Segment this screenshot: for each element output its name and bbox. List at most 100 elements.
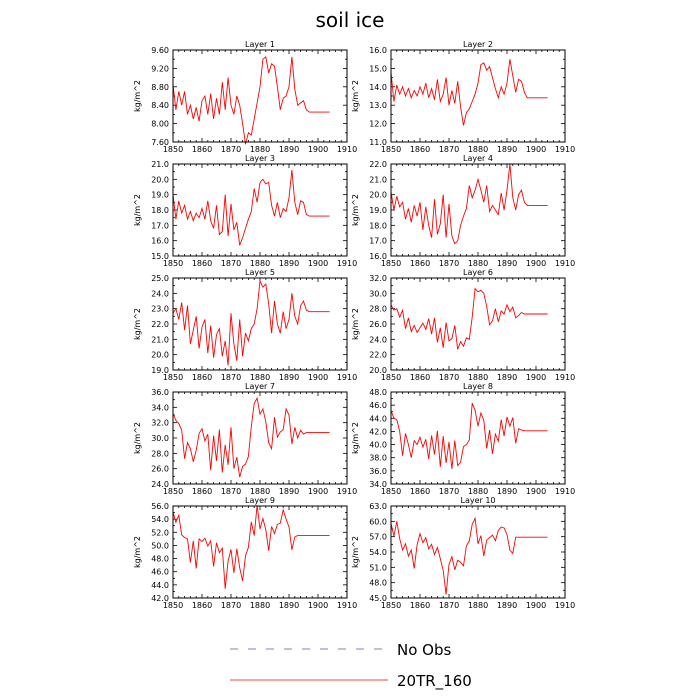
layer-1-ylabel: kg/m^2 xyxy=(133,80,142,112)
layer-8-ytick-label: 44.0 xyxy=(369,414,387,423)
layer-9-frame xyxy=(172,505,348,599)
layer-10-xtick-label: 1850 xyxy=(381,601,401,610)
layer-6-panel: Layer 6 kg/m^2 1850 1860 1870 1880 1890 1900 191… xyxy=(351,268,575,382)
layer-2-ytick-label: 14.0 xyxy=(369,83,387,92)
layer-8-xtick-label: 1850 xyxy=(381,487,401,496)
layer-10-ytick-label: 54.0 xyxy=(369,548,387,557)
layer-10-ytick-label: 63.0 xyxy=(369,502,387,511)
layer-1-series-line xyxy=(172,56,330,145)
layer-1-title: Layer 1 xyxy=(245,40,275,49)
layer-8-ytick-label: 38.0 xyxy=(369,454,387,463)
layer-5-xtick-label: 1880 xyxy=(250,373,270,382)
layer-5-ytick-label: 25.0 xyxy=(151,274,169,283)
layer-7-panel: Layer 7 kg/m^2 1850 1860 1870 1880 1890 1900 191… xyxy=(133,382,357,496)
layer-3-ytick-label: 19.0 xyxy=(151,191,169,200)
layer-2-xtick-label: 1860 xyxy=(410,145,430,154)
layer-6-ytick-label: 26.0 xyxy=(369,320,387,329)
layer-2-panel: Layer 2 kg/m^2 1850 1860 1870 1880 1890 1900 191… xyxy=(351,40,575,154)
layer-8-ytick-label: 42.0 xyxy=(369,427,387,436)
layer-5-ytick-label: 24.0 xyxy=(151,289,169,298)
layer-10-xtick-label: 1900 xyxy=(526,601,546,610)
layer-5-ytick-label: 22.0 xyxy=(151,320,169,329)
layer-9-ytick-label: 46.0 xyxy=(151,568,169,577)
layer-6-ytick-label: 20.0 xyxy=(369,366,387,375)
layer-3-xtick-label: 1910 xyxy=(337,259,357,268)
layer-2-xtick-label: 1850 xyxy=(381,145,401,154)
layer-4-xtick-label: 1910 xyxy=(555,259,575,268)
layer-2-xtick-label: 1870 xyxy=(439,145,459,154)
layer-10-title: Layer 10 xyxy=(460,496,495,505)
layer-1-xtick-label: 1880 xyxy=(250,145,270,154)
layer-5-title: Layer 5 xyxy=(245,268,275,277)
layer-10-xtick-label: 1890 xyxy=(497,601,517,610)
layer-2-xtick-label: 1890 xyxy=(497,145,517,154)
layer-4-ytick-label: 18.0 xyxy=(369,221,387,230)
layer-3-ytick-label: 18.0 xyxy=(151,206,169,215)
layer-10-xtick-label: 1870 xyxy=(439,601,459,610)
layer-4-ylabel: kg/m^2 xyxy=(351,194,360,226)
layer-1-ytick-label: 8.00 xyxy=(151,120,169,129)
layer-3-panel: Layer 3 kg/m^2 1850 1860 1870 1880 1890 1900 191… xyxy=(133,154,357,268)
layer-7-ytick-label: 36.0 xyxy=(151,388,169,397)
layer-6-xtick-label: 1910 xyxy=(555,373,575,382)
layer-8-title: Layer 8 xyxy=(463,382,493,391)
layer-9-xtick-label: 1870 xyxy=(221,601,241,610)
layer-8-xtick-label: 1870 xyxy=(439,487,459,496)
layer-5-ytick-label: 19.0 xyxy=(151,366,169,375)
layer-2-ytick-label: 11.0 xyxy=(369,138,387,147)
layer-9-xtick-label: 1860 xyxy=(192,601,212,610)
layer-10-xtick-label: 1910 xyxy=(555,601,575,610)
layer-9-ytick-label: 52.0 xyxy=(151,528,169,537)
layer-1-xtick-label: 1910 xyxy=(337,145,357,154)
layer-4-xtick-label: 1850 xyxy=(381,259,401,268)
layer-2-xtick-label: 1910 xyxy=(555,145,575,154)
layer-6-ytick-label: 24.0 xyxy=(369,335,387,344)
layer-1-frame xyxy=(172,49,348,143)
layer-9-title: Layer 9 xyxy=(245,496,275,505)
layer-3-ytick-label: 16.0 xyxy=(151,237,169,246)
layer-6-ytick-label: 32.0 xyxy=(369,274,387,283)
layer-5-xtick-label: 1860 xyxy=(192,373,212,382)
layer-7-series-line xyxy=(172,396,330,478)
layer-3-ylabel: kg/m^2 xyxy=(133,194,142,226)
layer-6-frame xyxy=(390,277,566,371)
layer-8-panel: Layer 8 kg/m^2 1850 1860 1870 1880 1890 1900 191… xyxy=(351,382,575,496)
layer-5-xtick-label: 1850 xyxy=(163,373,183,382)
layer-7-ytick-label: 32.0 xyxy=(151,419,169,428)
layer-3-xtick-label: 1870 xyxy=(221,259,241,268)
layer-4-panel: Layer 4 kg/m^2 1850 1860 1870 1880 1890 1900 191… xyxy=(351,154,575,268)
layer-9-xtick-label: 1850 xyxy=(163,601,183,610)
layer-6-xtick-label: 1850 xyxy=(381,373,401,382)
layer-9-ylabel: kg/m^2 xyxy=(133,536,142,568)
layer-8-ytick-label: 40.0 xyxy=(369,441,387,450)
layer-5-ytick-label: 21.0 xyxy=(151,335,169,344)
layer-3-ytick-label: 21.0 xyxy=(151,160,169,169)
layer-10-ytick-label: 45.0 xyxy=(369,594,387,603)
layer-9-ytick-label: 44.0 xyxy=(151,581,169,590)
layer-2-title: Layer 2 xyxy=(463,40,493,49)
layer-1-xtick-label: 1890 xyxy=(279,145,299,154)
layer-5-series-line xyxy=(172,279,330,366)
layer-1-xtick-label: 1900 xyxy=(308,145,328,154)
layer-1-ytick-label: 9.20 xyxy=(151,64,169,73)
layer-8-series-line xyxy=(390,403,548,469)
legend-no-obs-label: No Obs xyxy=(397,641,451,659)
layer-3-ytick-label: 17.0 xyxy=(151,221,169,230)
layer-2-xtick-label: 1900 xyxy=(526,145,546,154)
layer-6-ylabel: kg/m^2 xyxy=(351,308,360,340)
layer-6-series-line xyxy=(390,287,548,350)
layer-6-ytick-label: 22.0 xyxy=(369,351,387,360)
layer-10-ytick-label: 51.0 xyxy=(369,563,387,572)
layer-4-ytick-label: 22.0 xyxy=(369,160,387,169)
layer-6-title: Layer 6 xyxy=(463,268,493,277)
layer-7-xtick-label: 1880 xyxy=(250,487,270,496)
layer-2-xtick-label: 1880 xyxy=(468,145,488,154)
layer-7-ytick-label: 26.0 xyxy=(151,465,169,474)
layer-7-xtick-label: 1890 xyxy=(279,487,299,496)
layer-1-panel: Layer 1 kg/m^2 1850 1860 1870 1880 1890 1900 191… xyxy=(133,40,357,154)
layer-8-frame xyxy=(390,391,566,485)
layer-5-ytick-label: 23.0 xyxy=(151,305,169,314)
layer-7-xtick-label: 1870 xyxy=(221,487,241,496)
layer-4-xtick-label: 1890 xyxy=(497,259,517,268)
layer-8-xtick-label: 1880 xyxy=(468,487,488,496)
